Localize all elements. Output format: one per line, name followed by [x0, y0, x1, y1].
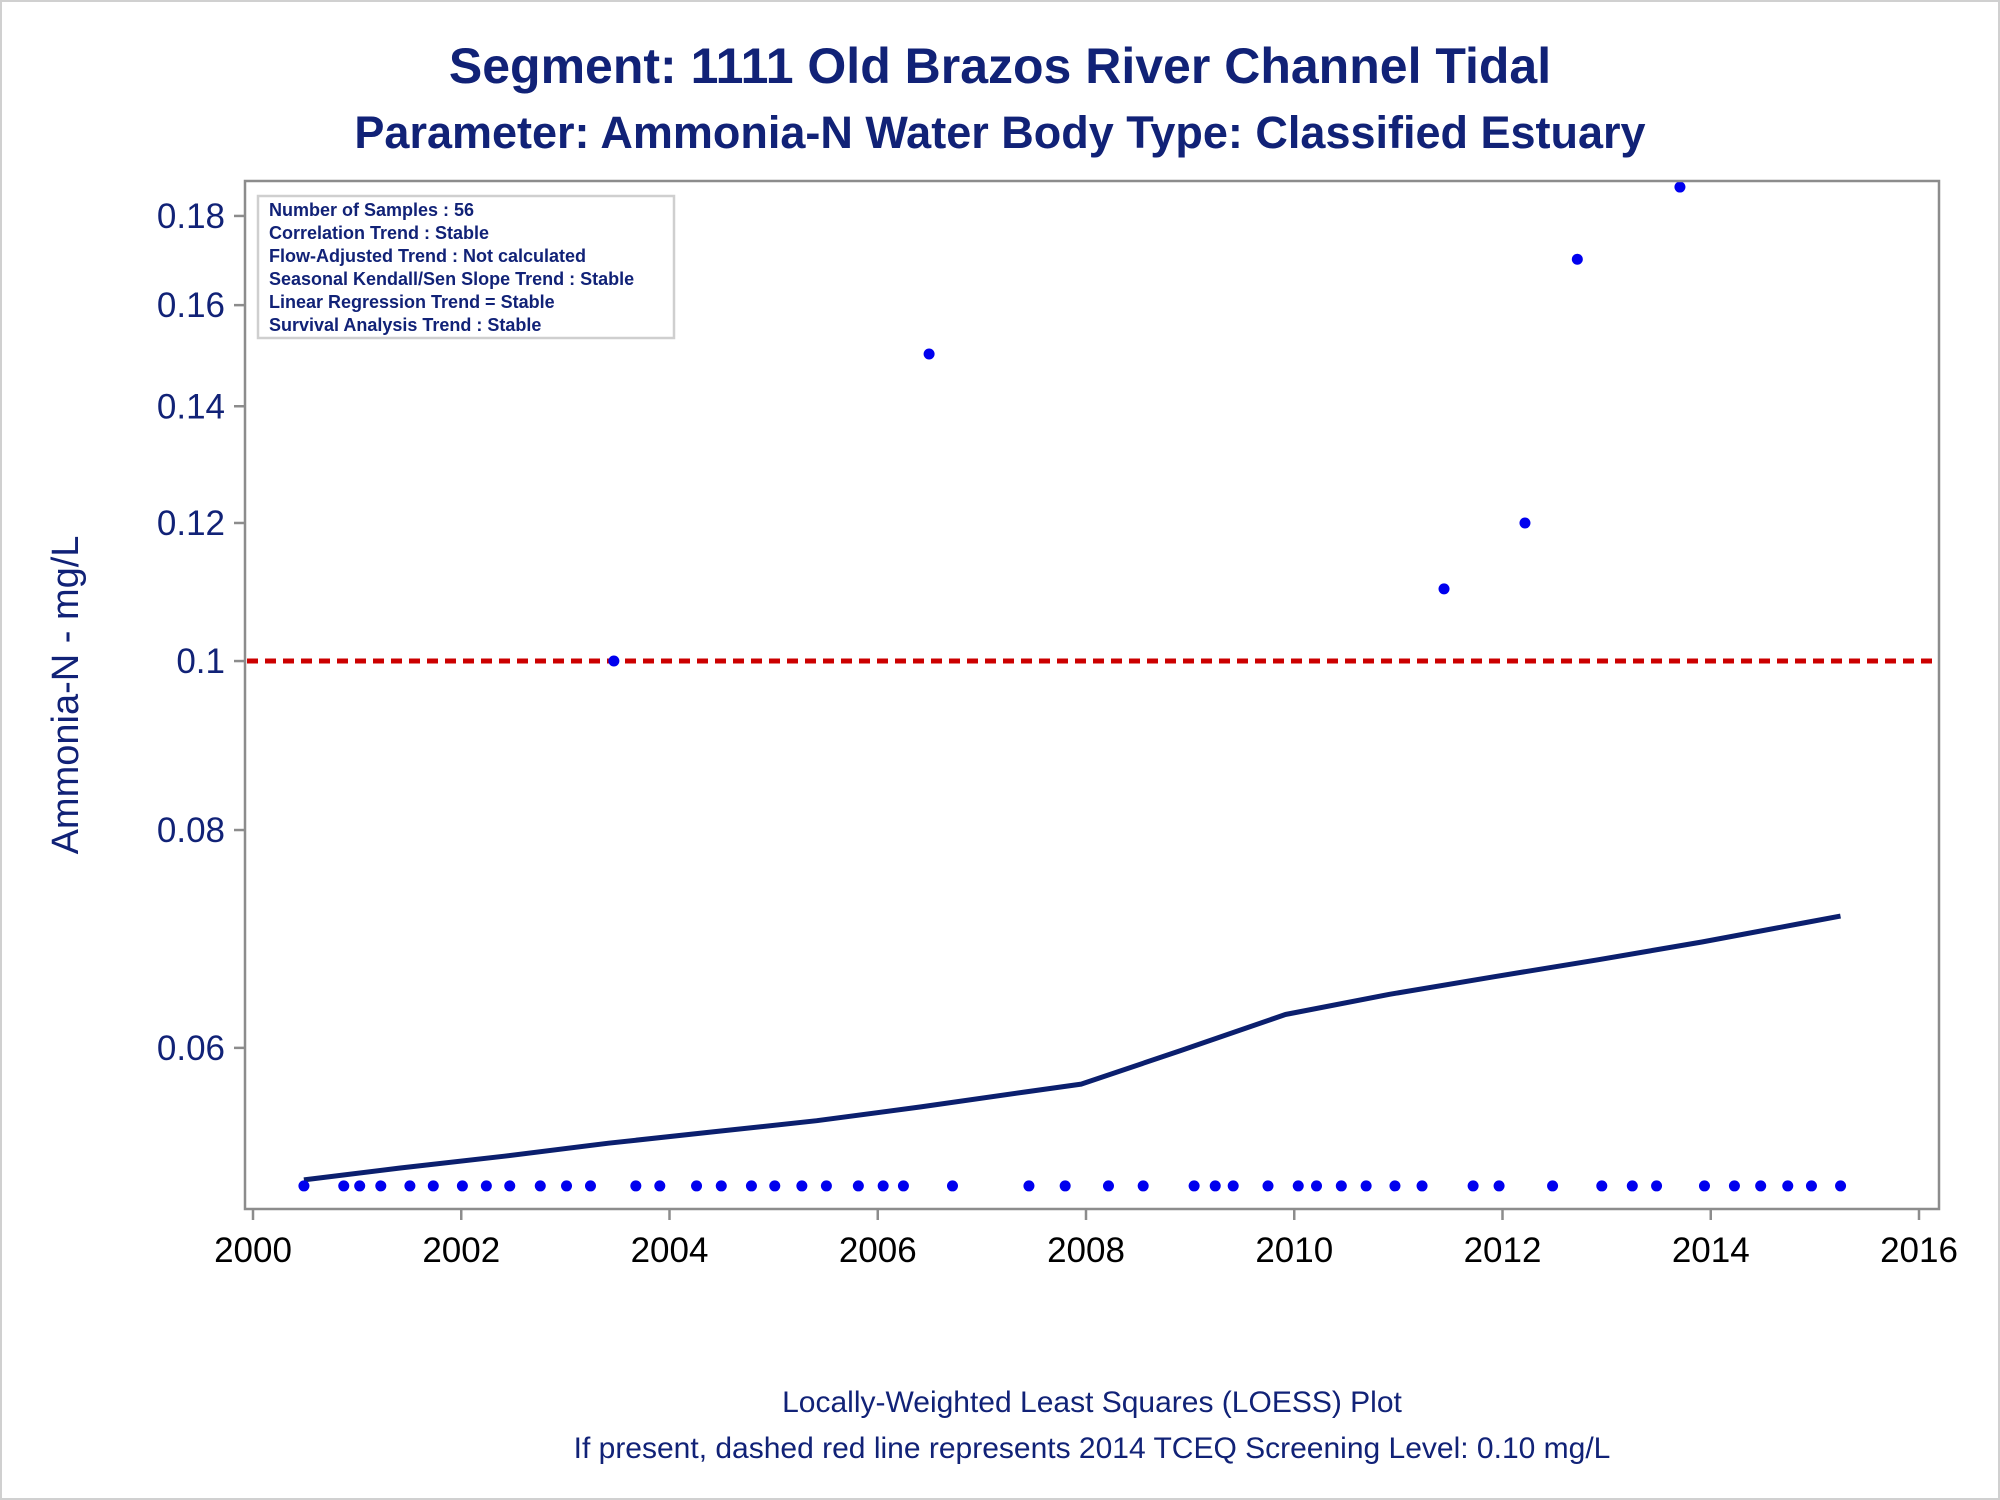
sample-point — [1806, 1180, 1817, 1191]
sample-point — [1468, 1180, 1479, 1191]
sample-point — [1060, 1180, 1071, 1191]
chart-subtitle: Parameter: Ammonia-N Water Body Type: Cl… — [354, 107, 1645, 158]
sample-point — [1782, 1180, 1793, 1191]
y-tick-label: 0.1 — [176, 642, 225, 681]
stats-line-samples: Number of Samples : 56 — [269, 200, 474, 220]
x-tick-label: 2000 — [214, 1231, 292, 1270]
stats-box: Number of Samples : 56 Correlation Trend… — [258, 196, 674, 338]
footnote-screening: If present, dashed red line represents 2… — [574, 1432, 1611, 1465]
sample-point — [535, 1180, 546, 1191]
sample-point — [1627, 1180, 1638, 1191]
sample-point — [1674, 182, 1685, 193]
sample-point — [1699, 1180, 1710, 1191]
x-tick-label: 2014 — [1672, 1231, 1750, 1270]
y-tick-label: 0.08 — [157, 811, 225, 850]
y-tick-label: 0.12 — [157, 504, 225, 543]
sample-point — [1596, 1180, 1607, 1191]
sample-point — [481, 1180, 492, 1191]
sample-point — [338, 1180, 349, 1191]
sample-point — [608, 656, 619, 667]
x-tick-label: 2002 — [422, 1231, 500, 1270]
y-tick-label: 0.06 — [157, 1029, 225, 1068]
loess-line — [304, 916, 1841, 1180]
sample-point — [853, 1180, 864, 1191]
sample-point — [746, 1180, 757, 1191]
sample-point — [1336, 1180, 1347, 1191]
sample-point — [1439, 583, 1450, 594]
y-tick-label: 0.18 — [157, 197, 225, 236]
x-tick-label: 2012 — [1464, 1231, 1542, 1270]
sample-point — [691, 1180, 702, 1191]
footnote-loess: Locally-Weighted Least Squares (LOESS) P… — [782, 1386, 1402, 1419]
chart-canvas: Segment: 1111 Old Brazos River Channel T… — [0, 0, 2000, 1500]
stats-line-linear-regression: Linear Regression Trend = Stable — [269, 292, 555, 312]
sample-point — [878, 1180, 889, 1191]
sample-point — [375, 1180, 386, 1191]
y-tick-label: 0.16 — [157, 286, 225, 325]
sample-point — [1263, 1180, 1274, 1191]
sample-point — [1228, 1180, 1239, 1191]
stats-line-seasonal-kendall: Seasonal Kendall/Sen Slope Trend : Stabl… — [269, 269, 634, 289]
sample-point — [585, 1180, 596, 1191]
chart-title: Segment: 1111 Old Brazos River Channel T… — [449, 38, 1551, 94]
sample-point — [1755, 1180, 1766, 1191]
sample-point — [561, 1180, 572, 1191]
x-tick-label: 2016 — [1880, 1231, 1958, 1270]
sample-point — [1138, 1180, 1149, 1191]
sample-point — [924, 349, 935, 360]
sample-point — [457, 1180, 468, 1191]
sample-point — [1572, 254, 1583, 265]
sample-point — [716, 1180, 727, 1191]
sample-point — [769, 1180, 780, 1191]
y-tick-label: 0.14 — [157, 387, 225, 426]
sample-point — [1547, 1180, 1558, 1191]
sample-point — [428, 1180, 439, 1191]
sample-point — [1293, 1180, 1304, 1191]
x-tick-label: 2010 — [1255, 1231, 1333, 1270]
sample-point — [404, 1180, 415, 1191]
sample-point — [796, 1180, 807, 1191]
sample-point — [630, 1180, 641, 1191]
sample-point — [1210, 1180, 1221, 1191]
sample-point — [654, 1180, 665, 1191]
sample-point — [504, 1180, 515, 1191]
sample-point — [947, 1180, 958, 1191]
stats-line-flow-adjusted: Flow-Adjusted Trend : Not calculated — [269, 246, 586, 266]
sample-point — [1103, 1180, 1114, 1191]
y-axis-label: Ammonia-N - mg/L — [45, 536, 87, 855]
sample-point — [1389, 1180, 1400, 1191]
sample-point — [354, 1180, 365, 1191]
sample-point — [898, 1180, 909, 1191]
sample-point — [821, 1180, 832, 1191]
sample-point — [1417, 1180, 1428, 1191]
stats-line-correlation: Correlation Trend : Stable — [269, 223, 489, 243]
x-tick-label: 2006 — [839, 1231, 917, 1270]
sample-point — [1023, 1180, 1034, 1191]
sample-point — [1494, 1180, 1505, 1191]
sample-point — [298, 1180, 309, 1191]
sample-point — [1651, 1180, 1662, 1191]
sample-point — [1729, 1180, 1740, 1191]
sample-point — [1519, 517, 1530, 528]
x-tick-label: 2004 — [631, 1231, 709, 1270]
sample-point — [1189, 1180, 1200, 1191]
sample-point — [1361, 1180, 1372, 1191]
plot-area: 2000 2002 2004 2006 2008 2010 2012 2014 2016 0.06… — [157, 181, 1958, 1270]
sample-point — [1835, 1180, 1846, 1191]
sample-point — [1311, 1180, 1322, 1191]
stats-line-survival: Survival Analysis Trend : Stable — [269, 315, 541, 335]
x-tick-label: 2008 — [1047, 1231, 1125, 1270]
